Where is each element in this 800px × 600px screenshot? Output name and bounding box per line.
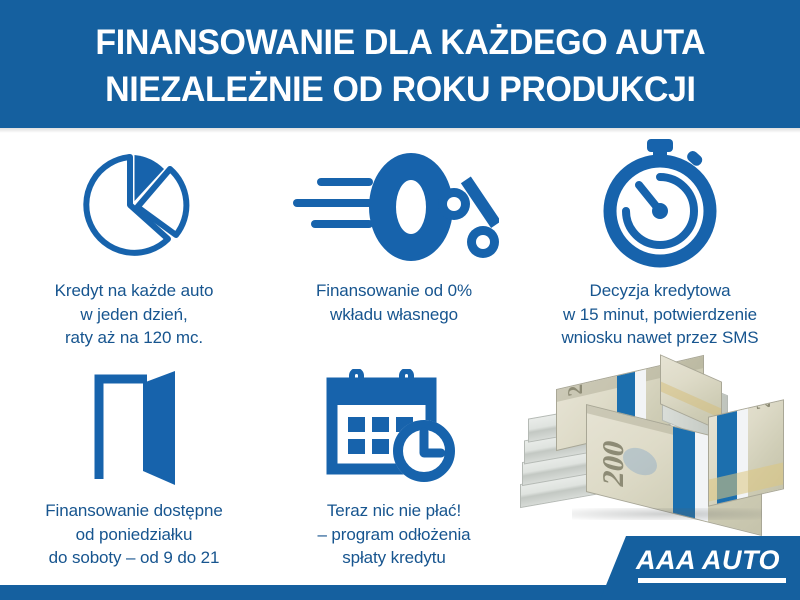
stopwatch-icon — [603, 139, 717, 268]
header-shadow — [0, 128, 800, 133]
logo-underline — [638, 578, 786, 583]
zero-percent-icon-wrap — [268, 137, 520, 269]
feature-caption: Finansowanie od 0% wkładu własnego — [315, 281, 473, 324]
bundle-front-right: 200 — [708, 399, 784, 507]
feature-credit-every-car: Kredyt na każde auto w jeden dzień, raty… — [0, 137, 268, 362]
speed-lines-icon — [293, 178, 373, 228]
feature-caption: Finansowanie dostępne od poniedziałku do… — [45, 501, 223, 567]
feature-caption: Decyzja kredytowa w 15 minut, potwierdze… — [561, 281, 759, 347]
aaa-auto-logo-banner — [600, 536, 800, 600]
feature-grid: Kredyt na każde auto w jeden dzień, raty… — [0, 133, 800, 585]
zero-percent-icon — [293, 153, 499, 261]
aaa-auto-logo-text: AAA AUTO — [636, 545, 780, 575]
feature-zero-percent: Finansowanie od 0% wkładu własnego — [268, 137, 520, 362]
feature-credit-decision: Decyzja kredytowa w 15 minut, potwierdze… — [520, 137, 800, 362]
digit-zero — [369, 153, 453, 261]
calendar-clock-icon-wrap — [268, 361, 520, 489]
money-stacks-photo: 200 200 200 — [512, 354, 800, 536]
stopwatch-icon-wrap — [520, 137, 800, 269]
money-shadow — [572, 508, 762, 520]
headline-line-1: FINANSOWANIE DLA KAŻDEGO AUTA — [95, 23, 705, 62]
pie-chart-icon — [83, 154, 190, 256]
open-door-icon — [94, 371, 175, 485]
open-door-icon-wrap — [0, 361, 268, 489]
feature-caption: Kredyt na każde auto w jeden dzień, raty… — [54, 281, 214, 347]
feature-deferred-payment: Teraz nic nie płać! – program odłożenia … — [268, 361, 520, 585]
pie-chart-icon-wrap — [0, 137, 268, 269]
bottom-strip — [0, 585, 800, 600]
headline-line-2: NIEZALEŻNIE OD ROKU PRODUKCJI — [104, 70, 696, 109]
calendar-clock-icon — [326, 369, 455, 482]
feature-opening-hours: Finansowanie dostępne od poniedziałku do… — [0, 361, 268, 585]
percent-sign — [438, 176, 499, 258]
header-banner: FINANSOWANIE DLA KAŻDEGO AUTA NIEZALEŻNI… — [0, 0, 800, 128]
feature-caption: Teraz nic nie płać! – program odłożenia … — [317, 501, 471, 567]
